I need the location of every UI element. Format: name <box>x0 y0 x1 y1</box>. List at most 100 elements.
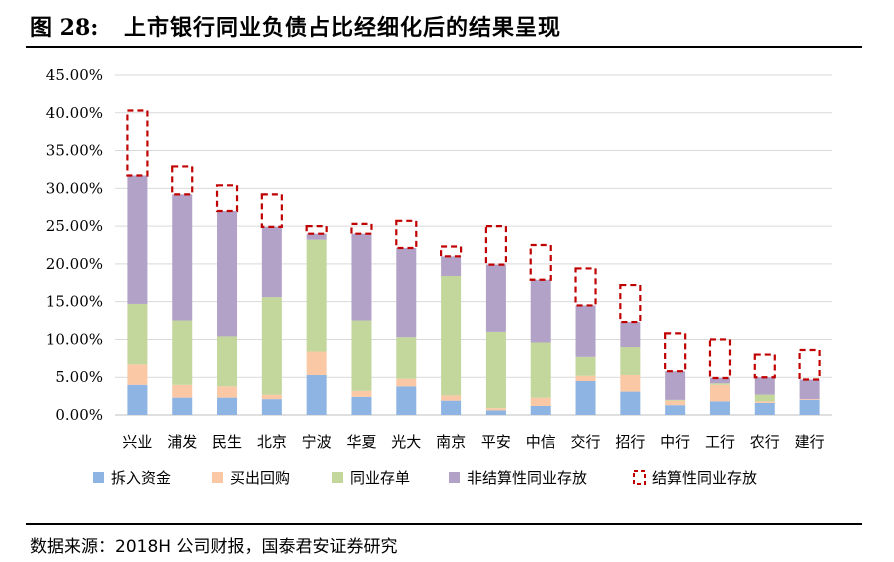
bar-segment <box>620 347 641 375</box>
bar-segment <box>441 256 462 276</box>
bar-segment-settlement-deposits <box>798 348 821 381</box>
bar-segment <box>620 374 641 392</box>
y-tick-label: 45.00% <box>46 66 103 84</box>
bar-segment <box>665 371 686 400</box>
y-tick-label: 20.00% <box>46 255 103 273</box>
figure-header: 图 28: 上市银行同业负债占比经细化后的结果呈现 <box>0 0 894 46</box>
bar-segment <box>306 351 327 375</box>
legend-swatch <box>633 470 646 485</box>
y-tick-label: 30.00% <box>46 179 103 197</box>
bar-segment <box>799 399 820 415</box>
bar-segment <box>709 401 730 415</box>
figure-label: 图 28: <box>30 15 99 41</box>
bar-segment-settlement-deposits <box>126 109 149 177</box>
bar-segment-settlement-deposits <box>260 193 283 228</box>
figure-title: 上市银行同业负债占比经细化后的结果呈现 <box>124 16 562 41</box>
y-tick-label: 40.00% <box>46 104 103 122</box>
bar-segment <box>172 397 193 415</box>
bar-segment <box>575 375 596 381</box>
bar-segment <box>441 275 462 396</box>
bar-segment-settlement-deposits <box>574 267 597 307</box>
bar-segment <box>351 320 372 391</box>
bars <box>126 109 821 415</box>
category-label: 北京 <box>257 433 287 451</box>
bar-segment <box>261 399 282 415</box>
legend-swatch <box>449 472 460 483</box>
bar-segment <box>261 226 282 298</box>
source-note: 数据来源：2018H 公司财报，国泰君安证券研究 <box>30 537 398 557</box>
bar-segment <box>396 386 417 415</box>
bar-segment <box>575 305 596 357</box>
category-label: 浦发 <box>167 433 197 451</box>
category-label: 民生 <box>212 433 242 451</box>
legend-label: 同业存单 <box>350 469 410 487</box>
bar-segment-settlement-deposits <box>305 225 328 235</box>
bar-segment <box>485 408 506 411</box>
bar-segment <box>351 396 372 415</box>
bar-segment <box>396 248 417 338</box>
y-tick-label: 10.00% <box>46 330 103 348</box>
bar-segment <box>485 410 506 415</box>
bar-segment <box>396 378 417 387</box>
stacked-bar-chart: 0.00% 5.00% 10.00% 15.00% 20.00% 25.00% 30.00%… <box>46 66 832 487</box>
bar-segment <box>127 303 148 365</box>
bar-segment <box>217 397 238 415</box>
bar-segment <box>530 397 551 406</box>
footer-divider <box>26 523 862 525</box>
category-label: 光大 <box>391 433 421 451</box>
bar-segment-settlement-deposits <box>619 283 642 324</box>
bar-segment <box>754 377 775 395</box>
bar-segment <box>261 394 282 400</box>
bar-segment <box>172 320 193 385</box>
bar-segment <box>665 400 686 406</box>
bar-segment <box>351 233 372 321</box>
bar-segment <box>665 405 686 415</box>
bar-segment <box>530 342 551 398</box>
bar-segment <box>306 239 327 352</box>
bar-segment-settlement-deposits <box>439 245 463 258</box>
legend-label: 买出回购 <box>230 469 290 487</box>
bar-segment <box>754 402 775 415</box>
bar-segment <box>441 395 462 401</box>
category-label: 宁波 <box>302 433 332 451</box>
x-axis-categories: 兴业 浦发 民生 北京 宁波 华夏 光大 南京 平安 中信 交行 招行 中行 工行 农行 建行 <box>122 433 824 451</box>
bar-segment <box>306 233 327 240</box>
bar-segment <box>754 394 775 402</box>
y-tick-label: 35.00% <box>46 142 103 160</box>
category-label: 中行 <box>660 433 690 451</box>
category-label: 中信 <box>526 433 556 451</box>
bar-segment <box>709 384 730 402</box>
category-label: 南京 <box>436 433 466 451</box>
category-label: 平安 <box>481 433 511 451</box>
bar-segment <box>485 264 506 332</box>
bar-segment <box>127 175 148 304</box>
bar-segment-settlement-deposits <box>529 243 552 281</box>
category-label: 农行 <box>750 433 780 451</box>
category-label: 建行 <box>795 433 825 451</box>
legend-swatch <box>332 472 343 483</box>
category-label: 招行 <box>615 433 645 451</box>
bar-segment <box>172 384 193 398</box>
category-label: 工行 <box>705 433 735 451</box>
bar-segment <box>306 374 327 415</box>
legend-swatch <box>93 472 104 483</box>
bar-segment <box>709 377 730 384</box>
bar-segment <box>530 405 551 415</box>
category-label: 华夏 <box>346 433 376 451</box>
bar-segment <box>530 279 551 343</box>
bar-segment <box>217 211 238 337</box>
y-tick-label: 0.00% <box>55 406 103 424</box>
bar-segment-settlement-deposits <box>484 225 508 266</box>
bar-segment <box>127 364 148 385</box>
y-tick-label: 15.00% <box>46 293 103 311</box>
bar-segment <box>754 401 775 403</box>
bar-segment-settlement-deposits <box>215 184 239 213</box>
legend-label: 结算性同业存放 <box>652 469 757 487</box>
legend-label: 拆入资金 <box>111 469 171 487</box>
bar-segment <box>709 383 730 385</box>
bar-segment <box>127 384 148 415</box>
category-label: 兴业 <box>122 433 152 451</box>
bar-segment-settlement-deposits <box>664 332 687 373</box>
legend-label: 非结算性同业存放 <box>467 469 587 487</box>
